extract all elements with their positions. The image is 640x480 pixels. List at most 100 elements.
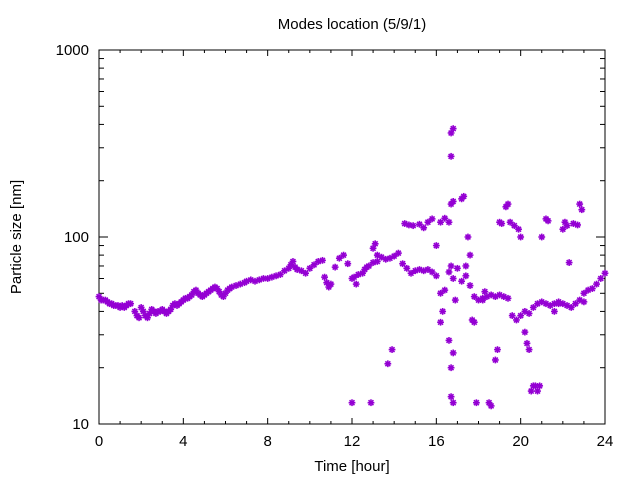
data-point bbox=[449, 399, 457, 407]
data-point bbox=[580, 298, 588, 306]
data-point bbox=[447, 262, 455, 270]
data-point bbox=[517, 312, 525, 319]
data-point bbox=[447, 393, 455, 401]
data-point bbox=[297, 267, 305, 275]
data-point bbox=[428, 215, 436, 223]
x-tick-label: 0 bbox=[95, 433, 103, 450]
data-point bbox=[449, 349, 457, 357]
data-point bbox=[365, 262, 373, 270]
y-tick-label: 100 bbox=[64, 229, 89, 246]
data-point bbox=[523, 339, 531, 347]
x-axis: 0 4 8 12 16 20 24 bbox=[95, 50, 614, 450]
data-point bbox=[289, 258, 297, 265]
data-point bbox=[544, 217, 552, 225]
data-point bbox=[551, 308, 558, 315]
x-tick-label: 4 bbox=[179, 433, 187, 450]
y-axis-label: Particle size [nm] bbox=[8, 180, 25, 294]
data-point bbox=[563, 222, 571, 230]
data-point bbox=[135, 314, 143, 322]
data-point bbox=[521, 328, 529, 336]
data-point bbox=[470, 318, 478, 326]
data-point bbox=[588, 285, 596, 292]
data-point bbox=[515, 225, 522, 233]
data-point bbox=[437, 318, 444, 326]
data-point bbox=[462, 272, 470, 280]
data-point bbox=[371, 240, 379, 248]
data-point bbox=[445, 336, 453, 344]
data-point bbox=[331, 263, 339, 271]
x-tick-label: 12 bbox=[344, 433, 361, 450]
data-point bbox=[384, 360, 392, 368]
data-points bbox=[95, 125, 609, 410]
data-point bbox=[494, 346, 501, 353]
data-point bbox=[441, 214, 449, 222]
data-point bbox=[508, 312, 516, 319]
data-point bbox=[409, 222, 417, 230]
data-point bbox=[449, 275, 457, 282]
data-point bbox=[534, 387, 541, 395]
data-point bbox=[536, 382, 544, 390]
data-point bbox=[487, 402, 495, 410]
y-tick-label: 10 bbox=[72, 416, 89, 433]
data-point bbox=[597, 275, 605, 282]
data-point bbox=[525, 346, 533, 353]
data-point bbox=[451, 296, 459, 304]
data-point bbox=[432, 242, 440, 249]
data-point bbox=[437, 218, 444, 226]
data-point bbox=[390, 252, 398, 260]
data-point bbox=[529, 304, 537, 311]
x-tick-label: 24 bbox=[597, 433, 614, 450]
data-point bbox=[449, 198, 457, 205]
data-point bbox=[466, 282, 474, 289]
data-point bbox=[472, 399, 480, 407]
data-point bbox=[447, 152, 455, 160]
data-point bbox=[348, 399, 356, 407]
x-tick-label: 16 bbox=[428, 433, 445, 450]
data-point bbox=[352, 280, 360, 288]
data-point bbox=[464, 233, 472, 241]
x-axis-label: Time [hour] bbox=[314, 458, 389, 475]
y-axis: 10 100 1000 bbox=[56, 42, 605, 433]
data-point bbox=[432, 272, 440, 280]
data-point bbox=[127, 300, 135, 308]
data-point bbox=[441, 286, 449, 294]
data-point bbox=[321, 273, 328, 281]
plot-frame bbox=[98, 49, 606, 425]
data-point bbox=[302, 269, 310, 277]
x-tick-label: 20 bbox=[512, 433, 529, 450]
data-point bbox=[481, 288, 489, 296]
data-point bbox=[319, 256, 326, 264]
data-point bbox=[439, 308, 447, 315]
data-point bbox=[513, 316, 520, 324]
data-point bbox=[373, 258, 381, 265]
y-tick-label: 1000 bbox=[56, 42, 89, 59]
data-point bbox=[449, 125, 457, 132]
chart-title: Modes location (5/9/1) bbox=[278, 16, 426, 33]
data-point bbox=[367, 399, 375, 407]
data-point bbox=[403, 264, 411, 272]
data-point bbox=[445, 218, 453, 226]
data-point bbox=[565, 259, 573, 266]
data-point bbox=[555, 300, 563, 308]
data-point bbox=[504, 200, 512, 208]
data-point bbox=[388, 346, 396, 353]
data-point bbox=[447, 364, 455, 372]
data-point bbox=[517, 233, 525, 241]
data-point bbox=[576, 200, 584, 208]
data-point bbox=[504, 294, 512, 302]
data-point bbox=[460, 192, 468, 200]
x-tick-label: 8 bbox=[263, 433, 271, 450]
data-point bbox=[327, 280, 335, 288]
data-point bbox=[420, 224, 428, 232]
data-point bbox=[458, 277, 466, 285]
data-point bbox=[394, 249, 402, 257]
data-point bbox=[525, 310, 533, 317]
data-point bbox=[527, 387, 535, 395]
data-point bbox=[593, 280, 600, 288]
data-point bbox=[563, 302, 571, 309]
data-point bbox=[344, 260, 352, 268]
data-point bbox=[466, 251, 474, 259]
data-point bbox=[578, 206, 586, 214]
data-point bbox=[399, 260, 407, 268]
